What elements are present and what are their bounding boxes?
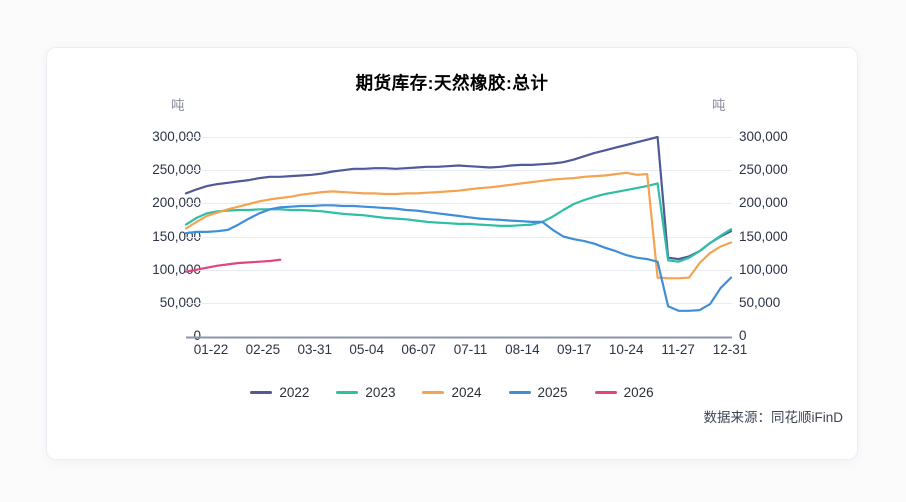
legend-swatch-2025 — [508, 391, 531, 394]
x-tick: 05-04 — [349, 342, 384, 357]
y-tick-right: 200,000 — [739, 195, 788, 211]
y-axis-unit-left: 吨 — [171, 98, 185, 113]
y-tick-right: 0 — [739, 328, 747, 343]
legend-label-2026: 2026 — [623, 385, 654, 400]
y-tick-right: 50,000 — [739, 294, 781, 310]
y-tick-right: 300,000 — [739, 129, 788, 144]
legend-label-2023: 2023 — [365, 385, 396, 400]
y-axis-unit-right: 吨 — [712, 98, 726, 113]
x-tick: 08-14 — [505, 342, 540, 357]
x-tick: 02-25 — [245, 342, 281, 357]
x-tick: 07-11 — [453, 342, 488, 357]
legend-item-2026[interactable]: 2026 — [594, 385, 654, 400]
series-line-2022 — [184, 135, 733, 261]
y-tick-right: 150,000 — [739, 228, 788, 244]
chart-legend: 2022 2023 2024 2025 2026 — [47, 385, 857, 400]
line-chart-plot — [184, 135, 733, 339]
legend-swatch-2026 — [594, 391, 617, 394]
x-tick: 11-27 — [661, 342, 695, 357]
chart-title: 期货库存:天然橡胶:总计 — [355, 73, 549, 93]
legend-item-2023[interactable]: 2023 — [336, 385, 395, 400]
legend-item-2022[interactable]: 2022 — [250, 385, 309, 400]
legend-swatch-2024 — [422, 391, 445, 394]
legend-label-2025: 2025 — [537, 385, 568, 400]
series-line-2024 — [184, 171, 733, 280]
y-tick-left: 100,000 — [152, 261, 201, 277]
series-line-2025 — [184, 204, 733, 312]
x-tick: 12-31 — [712, 342, 748, 357]
x-tick: 01-22 — [193, 342, 229, 357]
data-source-credit: 数据来源：同花顺iFinD — [703, 410, 843, 425]
x-tick: 03-31 — [297, 342, 333, 357]
series-line-2023 — [184, 182, 733, 263]
y-tick-left: 50,000 — [159, 294, 201, 310]
y-tick-right: 100,000 — [739, 261, 788, 277]
legend-item-2025[interactable]: 2025 — [508, 385, 568, 400]
y-tick-left: 200,000 — [152, 195, 201, 211]
x-tick: 06-07 — [401, 342, 436, 357]
y-tick-left: 300,000 — [152, 129, 201, 144]
legend-item-2024[interactable]: 2024 — [422, 385, 482, 400]
legend-swatch-2022 — [250, 391, 273, 394]
y-tick-left: 250,000 — [152, 162, 201, 178]
legend-label-2022: 2022 — [279, 385, 310, 400]
series-line-2026 — [184, 258, 282, 273]
legend-swatch-2023 — [336, 391, 359, 394]
y-tick-left: 0 — [193, 328, 201, 343]
y-tick-right: 250,000 — [739, 162, 788, 178]
chart-card: 期货库存:天然橡胶:总计 吨 吨 0 50,000 100,000 150,000 20… — [46, 47, 858, 460]
x-tick: 10-24 — [608, 342, 644, 357]
x-tick: 09-17 — [557, 342, 592, 357]
legend-label-2024: 2024 — [451, 385, 482, 400]
